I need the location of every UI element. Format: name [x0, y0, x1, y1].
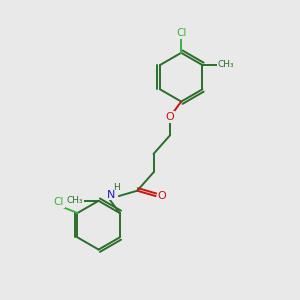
Text: Cl: Cl: [176, 28, 186, 38]
Text: O: O: [166, 112, 174, 122]
Text: O: O: [158, 191, 167, 201]
Text: CH₃: CH₃: [218, 61, 234, 70]
Text: H: H: [113, 183, 120, 192]
Text: N: N: [106, 190, 115, 200]
Text: Cl: Cl: [54, 197, 64, 207]
Text: CH₃: CH₃: [67, 196, 83, 205]
